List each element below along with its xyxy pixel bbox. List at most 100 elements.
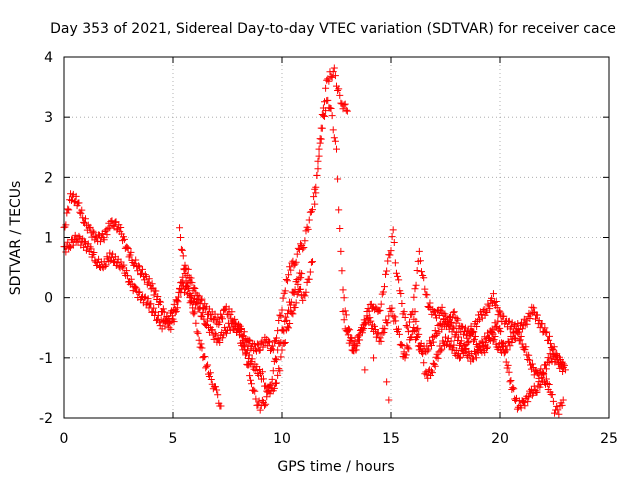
data-point [193,299,201,307]
data-point [372,333,380,341]
data-point [159,305,167,313]
data-point [200,315,208,323]
data-point [503,346,511,354]
data-point [457,337,465,345]
data-point [297,274,305,282]
data-point [336,91,344,99]
data-point [315,145,323,153]
data-point [271,379,279,387]
data-point [532,315,540,323]
data-point [522,317,530,325]
data-point [497,328,505,336]
data-point [492,298,500,306]
data-point [89,227,97,235]
data-point [477,310,485,318]
data-point [198,344,206,352]
data-point [504,337,512,345]
data-point [438,303,446,311]
data-point [372,303,380,311]
data-point [558,358,566,366]
data-point [314,165,322,173]
data-point [327,104,335,112]
data-point [508,339,516,346]
data-point [423,371,431,379]
data-point [287,298,295,306]
data-point [134,267,142,275]
data-point [407,334,415,342]
data-point [247,376,255,384]
data-point [309,206,317,214]
data-point [145,275,153,283]
data-point [187,274,195,282]
x-tick-labels: 0 5 10 15 20 25 [60,431,618,447]
data-point [298,270,306,278]
data-point [363,308,371,316]
data-point [291,286,299,294]
data-point [135,262,143,270]
data-point [297,240,305,248]
data-point [103,231,111,239]
data-point [342,311,350,319]
data-point [161,322,169,330]
data-point [429,338,437,346]
data-point [191,308,199,316]
data-point [559,360,567,368]
data-point [173,296,181,304]
y-tick-label: 2 [44,170,53,186]
data-point [290,289,298,297]
data-point [96,238,104,246]
data-point [291,260,299,268]
data-point [286,263,294,271]
data-point [511,395,519,403]
data-point [376,307,384,315]
data-point [274,327,282,335]
data-point [550,343,558,351]
data-point [304,225,312,233]
data-point [561,366,569,374]
data-point [245,361,253,369]
data-point [343,326,351,334]
data-point [335,206,343,214]
data-point [425,304,433,312]
data-point [517,404,525,412]
data-point [340,294,348,302]
data-point [388,233,396,241]
data-point [273,334,281,342]
data-point [204,361,212,369]
data-point [196,343,204,351]
data-point [270,384,278,392]
data-point [120,235,128,243]
data-point [412,317,420,325]
data-point [321,112,329,120]
data-point [413,333,421,341]
data-point [307,258,315,266]
data-point [488,328,496,336]
data-point [434,354,442,362]
data-point [299,245,307,253]
data-point [379,288,387,296]
data-point [335,85,343,93]
data-point [392,269,400,277]
data-point [286,319,294,327]
data-point [322,84,330,92]
data-point [228,308,236,316]
data-point [132,284,140,292]
data-point [255,346,263,354]
data-point [167,325,175,333]
data-point [542,375,550,383]
data-point [240,341,248,349]
data-point [413,266,421,274]
data-point [526,314,534,322]
data-point [334,86,342,94]
data-point [541,324,549,332]
data-point [176,224,184,232]
data-point [64,205,72,213]
x-tick-label: 20 [491,431,509,447]
chart-title: Day 353 of 2021, Sidereal Day-to-day VTE… [50,21,616,37]
data-point [262,400,270,408]
data-point [450,308,458,316]
data-point [258,368,266,376]
data-point [334,175,342,183]
data-point [284,310,292,318]
data-point [189,304,197,312]
